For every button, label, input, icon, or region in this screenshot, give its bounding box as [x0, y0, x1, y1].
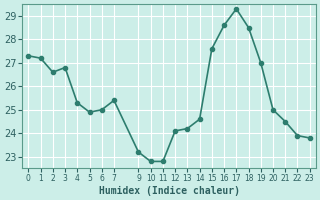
X-axis label: Humidex (Indice chaleur): Humidex (Indice chaleur): [99, 186, 240, 196]
